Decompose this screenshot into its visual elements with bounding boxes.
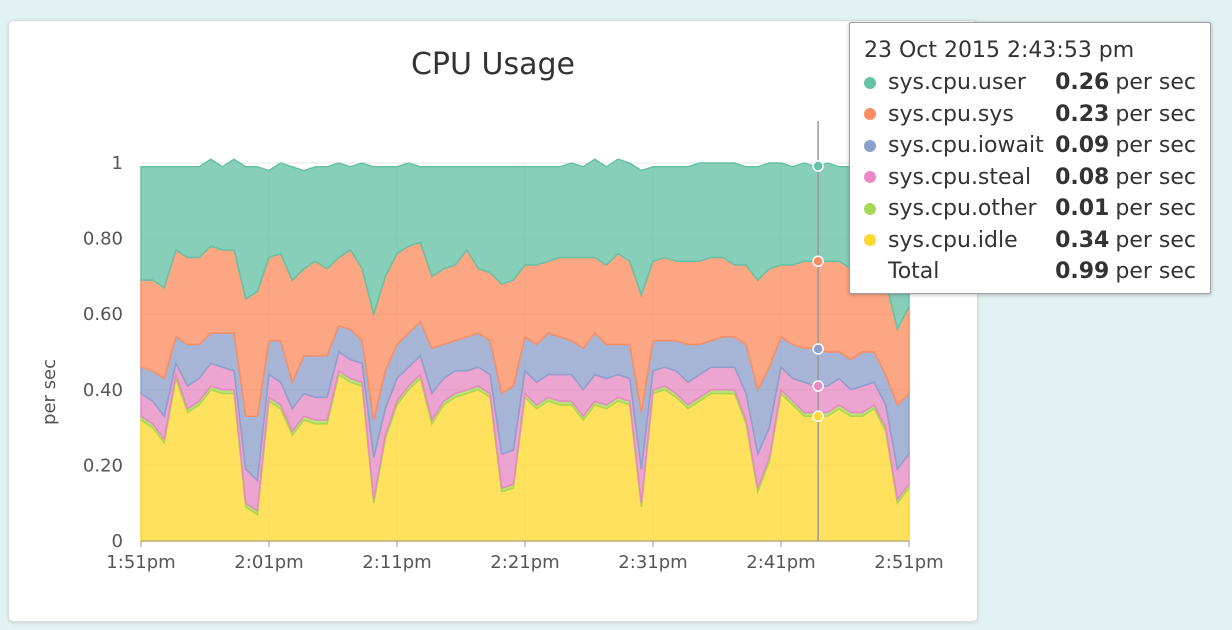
hover-point-sys-cpu-sys (812, 255, 824, 268)
axes: 0 0.20 0.40 0.60 0.80 1 1:51pm 2:01pm 2:11pm 2:21… (83, 153, 944, 573)
tooltip-series-value: 0.26 (1055, 70, 1110, 95)
x-tick-label: 2:41pm (746, 552, 815, 573)
tooltip-total-unit: per sec (1115, 259, 1196, 284)
tooltip-series-value: 0.08 (1055, 164, 1110, 190)
tooltip-row: sys.cpu.user 0.26 per sec (864, 67, 1196, 99)
hover-point-sys-cpu-steal (812, 380, 824, 392)
y-axis-label: per sec (39, 359, 60, 425)
tooltip-series-unit: per sec (1115, 101, 1196, 127)
series-dot-icon (864, 76, 876, 89)
y-tick-label: 0.80 (83, 229, 123, 250)
x-tick-label: 2:21pm (490, 552, 559, 573)
tooltip-row: sys.cpu.idle 0.34 per sec (864, 225, 1196, 257)
tooltip-row: sys.cpu.sys 0.23 per sec (864, 99, 1196, 131)
chart-card: CPU Usage per sec 0 0.20 0.40 0.60 0.80 1 1:51… (8, 20, 978, 622)
tooltip-series-name: sys.cpu.user (888, 70, 1026, 95)
tooltip-series-value: 0.23 (1055, 101, 1110, 127)
tooltip-series-name: sys.cpu.other (888, 196, 1037, 221)
tooltip-series-unit: per sec (1115, 133, 1196, 158)
tooltip-timestamp: 23 Oct 2015 2:43:53 pm (864, 38, 1135, 63)
hover-tooltip: 23 Oct 2015 2:43:53 pm sys.cpu.user 0.26 p… (849, 22, 1211, 294)
series-dot-icon (864, 171, 876, 184)
x-tick-label: 2:01pm (234, 552, 303, 573)
tooltip-series-unit: per sec (1115, 196, 1196, 221)
y-tick-label: 0.60 (83, 304, 123, 325)
tooltip-total-label: Total (888, 259, 940, 284)
series-dot-icon (864, 234, 876, 247)
tooltip-series-unit: per sec (1115, 164, 1196, 190)
hover-marker (812, 121, 824, 541)
x-tick-label: 1:51pm (106, 552, 175, 573)
tooltip-total-value: 0.99 (1055, 259, 1110, 284)
y-tick-label: 0.20 (83, 455, 123, 476)
tooltip-series-name: sys.cpu.sys (888, 101, 1014, 127)
hover-point-sys-cpu-user (812, 160, 824, 172)
tooltip-rows: sys.cpu.user 0.26 per sec sys.cpu.sys 0.23 pe… (864, 67, 1196, 256)
tooltip-total-row: Total 0.99 per sec (864, 256, 1196, 288)
series-dot-icon (864, 108, 876, 121)
y-tick-label: 0.40 (83, 380, 123, 401)
y-tick-label: 1 (112, 153, 123, 174)
tooltip-series-name: sys.cpu.idle (888, 227, 1018, 253)
hover-point-sys-cpu-idle (812, 410, 824, 423)
stacked-areas (140, 158, 910, 542)
tooltip-series-value: 0.34 (1055, 227, 1110, 253)
x-tick-label: 2:31pm (618, 552, 687, 573)
x-tick-label: 2:11pm (362, 552, 431, 573)
x-tick-label: 2:51pm (874, 552, 943, 573)
series-dot-icon (864, 202, 876, 215)
series-dot-icon (864, 139, 876, 152)
chart-title: CPU Usage (411, 47, 575, 82)
tooltip-row: sys.cpu.iowait 0.09 per sec (864, 130, 1196, 162)
tooltip-series-unit: per sec (1115, 227, 1196, 253)
y-tick-label: 0 (112, 531, 123, 552)
tooltip-series-value: 0.01 (1055, 196, 1110, 221)
tooltip-series-name: sys.cpu.iowait (888, 133, 1044, 158)
cpu-usage-chart[interactable]: CPU Usage per sec 0 0.20 0.40 0.60 0.80 1 1:51… (9, 21, 977, 621)
tooltip-row: sys.cpu.steal 0.08 per sec (864, 162, 1196, 194)
tooltip-series-unit: per sec (1115, 70, 1196, 95)
tooltip-row: sys.cpu.other 0.01 per sec (864, 193, 1196, 225)
hover-point-sys-cpu-iowait (812, 343, 824, 355)
area-sys-cpu-user (140, 158, 910, 332)
tooltip-series-name: sys.cpu.steal (888, 164, 1032, 190)
tooltip-series-value: 0.09 (1055, 133, 1110, 158)
